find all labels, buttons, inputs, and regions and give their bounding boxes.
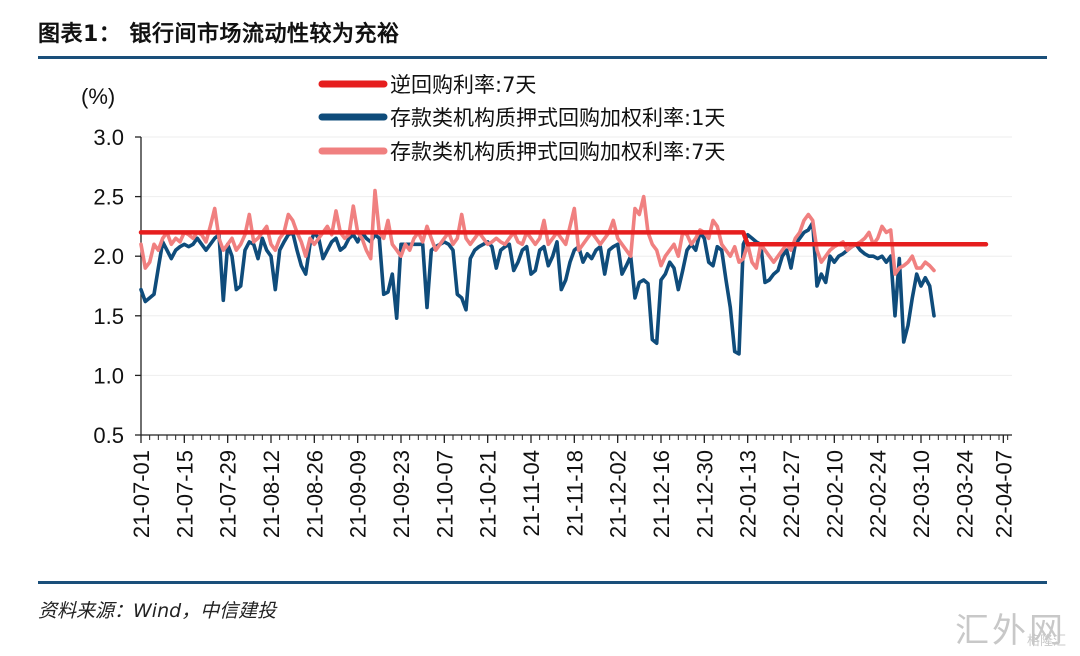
x-tick-label: 22-02-10 xyxy=(822,450,847,538)
legend-label-dr001: 存款类机构质押式回购加权利率:1天 xyxy=(390,106,725,130)
watermark-sub: 格隆汇 xyxy=(1026,634,1066,649)
y-tick-label: 0.5 xyxy=(93,423,124,448)
y-tick-label: 1.5 xyxy=(93,304,124,329)
x-tick-label: 22-01-27 xyxy=(779,450,804,538)
series-line-dr001 xyxy=(139,221,936,356)
series-line-dr007 xyxy=(139,188,936,276)
footer-divider xyxy=(38,581,1047,584)
x-tick-label: 21-07-29 xyxy=(216,450,241,538)
legend-label-reverse_repo: 逆回购利率:7天 xyxy=(390,73,536,97)
x-tick-label: 21-11-04 xyxy=(519,450,544,536)
axes: 3.0 2.5 2.0 1.5 1.0 0.5 (%) 21-07-01 21-07-15 21-… xyxy=(81,84,1016,538)
y-tick-label: 3.0 xyxy=(93,125,124,150)
x-tick-label: 21-10-07 xyxy=(432,450,457,538)
x-tick-label: 21-09-09 xyxy=(346,450,371,538)
chart-title: 图表1： 银行间市场流动性较为充裕 xyxy=(38,22,400,47)
x-tick-label: 22-03-24 xyxy=(952,450,977,538)
watermark: 汇外网 xyxy=(955,611,1066,651)
x-tick-label: 21-12-30 xyxy=(692,450,717,538)
x-tick-label: 22-04-07 xyxy=(991,450,1016,538)
x-tick-label: 21-12-16 xyxy=(649,450,674,538)
legend: 逆回购利率:7天存款类机构质押式回购加权利率:1天存款类机构质押式回购加权利率:… xyxy=(318,73,725,164)
x-tick-label: 21-07-15 xyxy=(172,450,197,538)
series-lines xyxy=(138,188,989,356)
y-tick-label: 2.0 xyxy=(93,244,124,269)
x-tick-label: 21-11-18 xyxy=(562,450,587,536)
y-tick-label: 1.0 xyxy=(93,363,124,388)
title-divider xyxy=(38,56,1047,59)
x-tick-label: 21-08-12 xyxy=(259,450,284,538)
series-line-reverse_repo xyxy=(138,230,989,247)
y-tick-label: 2.5 xyxy=(93,185,124,210)
source-note: 资料来源：Wind，中信建投 xyxy=(38,600,277,622)
x-tick-label: 22-02-24 xyxy=(866,450,891,538)
legend-label-dr007: 存款类机构质押式回购加权利率:7天 xyxy=(390,140,725,164)
x-tick-label: 22-03-10 xyxy=(909,450,934,538)
x-tick-label: 21-10-21 xyxy=(476,450,501,538)
x-tick-label: 21-12-02 xyxy=(606,450,631,538)
x-tick-label: 21-09-23 xyxy=(389,450,414,538)
x-tick-label: 21-07-01 xyxy=(129,450,154,538)
y-axis-label: (%) xyxy=(81,84,115,109)
x-tick-label: 21-08-26 xyxy=(302,450,327,538)
x-tick-label: 22-01-13 xyxy=(736,450,761,538)
